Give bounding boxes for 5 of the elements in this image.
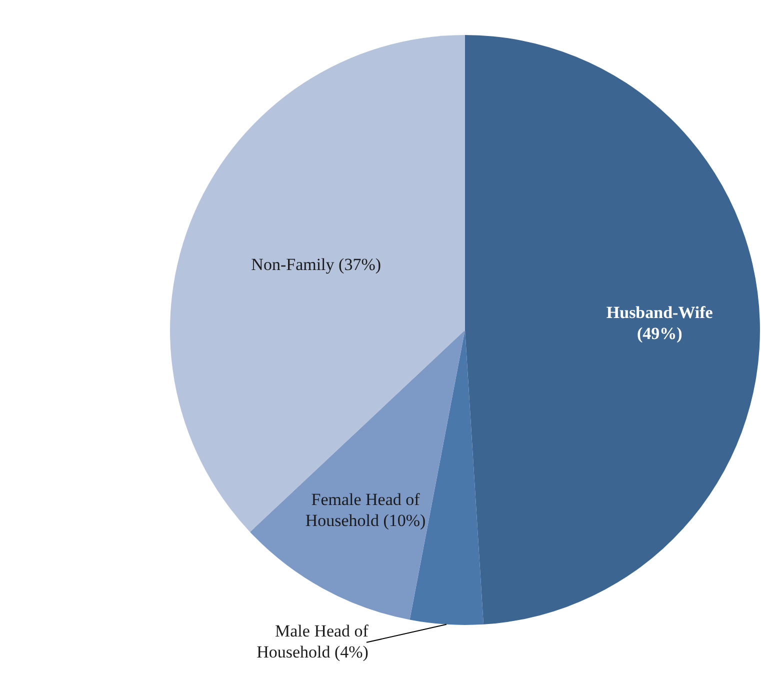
slice-label: Male Head of Household (4%) — [256, 621, 369, 662]
slice-label: Female Head of Household (10%) — [305, 490, 426, 530]
slice-label: Husband-Wife — [606, 302, 714, 322]
data-label: (49%) — [636, 324, 682, 343]
slice-label: Non-Family (37%) — [251, 255, 382, 274]
